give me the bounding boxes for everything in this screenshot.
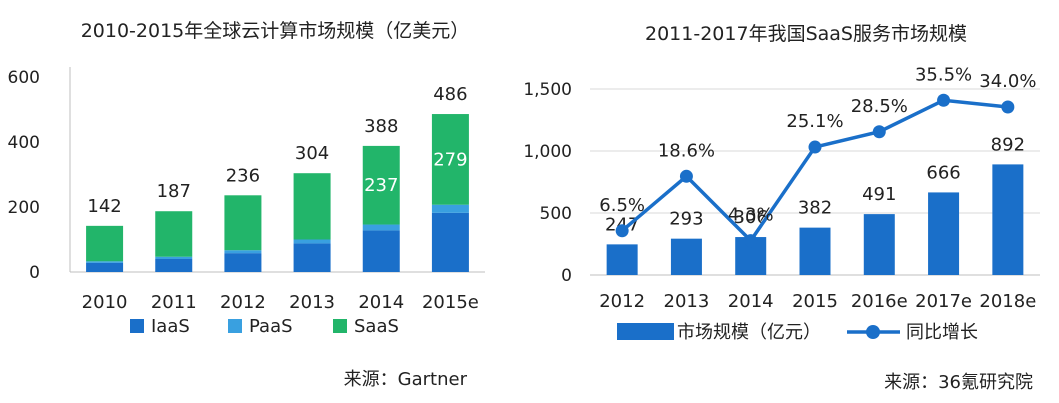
bar-saas-2011 <box>155 211 193 257</box>
y-tick-label: 1,000 <box>523 142 572 162</box>
x-category-label: 2014 <box>728 291 774 312</box>
chart-title: 2011-2017年我国SaaS服务市场规模 <box>645 23 967 45</box>
bar-iaas-2011 <box>155 259 193 272</box>
growth-label: 18.6% <box>658 140 715 161</box>
bar-paas-2010 <box>86 261 124 263</box>
x-category-label: 2015 <box>792 291 838 312</box>
x-category-label: 2017e <box>915 291 972 312</box>
bar-paas-2011 <box>155 256 193 259</box>
bar-total-label: 187 <box>157 181 191 202</box>
y-tick-label: 0 <box>561 266 572 286</box>
x-category-label: 2016e <box>851 291 908 312</box>
growth-point <box>872 125 886 139</box>
bar-value-label: 382 <box>798 198 832 219</box>
bar-iaas-2013 <box>293 243 331 272</box>
legend-label: SaaS <box>354 316 399 337</box>
bar-market-2015 <box>799 227 831 275</box>
bar-value-label: 491 <box>862 184 896 205</box>
source-note: 来源：Gartner <box>344 369 468 390</box>
bar-total-label: 304 <box>295 143 329 164</box>
legend-swatch-iaas <box>130 319 144 333</box>
bar-paas-2014 <box>362 224 400 231</box>
x-category-label: 2011 <box>151 292 197 313</box>
bar-paas-2013 <box>293 239 331 244</box>
bar-value-label: 293 <box>669 209 703 230</box>
legend-label: IaaS <box>151 316 190 337</box>
y-tick-label: 200 <box>8 198 40 218</box>
legend-swatch-paas <box>228 319 242 333</box>
chart-title: 2010-2015年全球云计算市场规模（亿美元） <box>81 20 470 42</box>
growth-label: 6.5% <box>599 195 645 216</box>
growth-label: 25.1% <box>786 111 843 132</box>
x-category-label: 2010 <box>82 292 128 313</box>
legend-label: 同比增长 <box>906 322 978 343</box>
bar-paas-2012 <box>224 250 262 254</box>
growth-label: 35.5% <box>915 64 972 85</box>
y-tick-label: 400 <box>8 133 40 153</box>
y-tick-label: 600 <box>8 68 40 88</box>
bar-iaas-2012 <box>224 253 262 272</box>
legend-line-marker <box>866 325 880 339</box>
y-tick-label: 1,500 <box>523 80 572 100</box>
bar-saas-2012 <box>224 195 262 251</box>
bar-saas-2015e <box>431 114 469 205</box>
growth-point <box>808 140 822 154</box>
growth-point <box>1001 100 1015 114</box>
bar-market-2012 <box>606 244 638 275</box>
x-category-label: 2012 <box>220 292 266 313</box>
bar-total-label: 486 <box>433 84 467 105</box>
bar-market-2016e <box>863 214 895 275</box>
x-category-label: 2014 <box>358 292 404 313</box>
bar-inner-label: 237 <box>364 175 398 196</box>
y-tick-label: 0 <box>29 263 40 283</box>
bar-total-label: 388 <box>364 116 398 137</box>
bar-paas-2015e <box>431 204 469 213</box>
bar-inner-label: 279 <box>433 149 467 170</box>
x-category-label: 2013 <box>289 292 335 313</box>
bar-iaas-2014 <box>362 230 400 272</box>
growth-point <box>615 224 629 238</box>
bar-saas-2010 <box>86 225 124 262</box>
growth-label: 34.0% <box>979 71 1036 92</box>
bar-market-2018e <box>992 164 1024 275</box>
growth-point <box>744 234 758 248</box>
bar-saas-2014 <box>362 145 400 225</box>
bar-market-2013 <box>670 238 702 275</box>
bar-value-label: 306 <box>734 207 768 228</box>
x-category-label: 2012 <box>599 291 645 312</box>
bar-value-label: 666 <box>926 162 960 183</box>
y-tick-label: 500 <box>540 204 572 224</box>
growth-label: 4.3% <box>728 205 774 226</box>
growth-point <box>679 169 693 183</box>
source-note: 来源：36氪研究院 <box>884 372 1033 393</box>
bar-saas-2013 <box>293 173 331 240</box>
bar-total-label: 236 <box>226 165 260 186</box>
bar-value-label: 892 <box>991 134 1025 155</box>
bar-iaas-2010 <box>86 262 124 272</box>
growth-label: 28.5% <box>851 96 908 117</box>
x-category-label: 2015e <box>422 292 479 313</box>
legend-label: 市场规模（亿元） <box>677 322 821 343</box>
legend-label: PaaS <box>249 316 293 337</box>
legend-swatch-bar <box>617 323 674 340</box>
x-category-label: 2018e <box>979 291 1036 312</box>
legend-swatch-saas <box>333 319 347 333</box>
bar-market-2017e <box>928 192 960 275</box>
x-category-label: 2013 <box>664 291 710 312</box>
bar-iaas-2015e <box>431 212 469 272</box>
bar-total-label: 142 <box>87 196 121 217</box>
growth-point <box>937 93 951 107</box>
